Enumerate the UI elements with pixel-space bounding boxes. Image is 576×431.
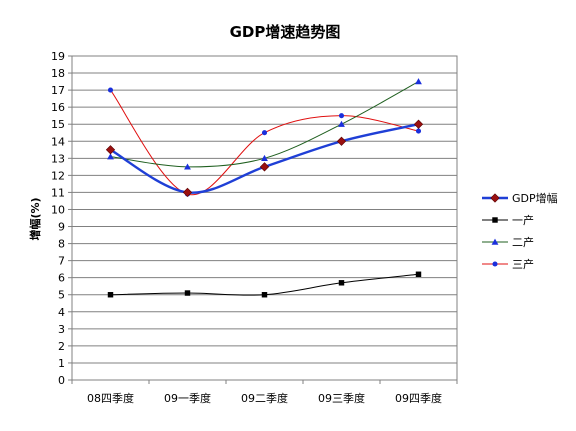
data-point (261, 154, 268, 162)
data-point (107, 153, 114, 160)
data-point (338, 280, 345, 286)
y-tick-label: 17 (51, 84, 65, 97)
legend-label: GDP增幅 (512, 191, 558, 205)
legend-marker (492, 261, 498, 267)
series-lines (109, 81, 419, 296)
y-tick-label: 18 (51, 67, 65, 80)
legend-label: 三产 (512, 257, 534, 271)
gridlines (72, 72, 457, 364)
data-point (107, 87, 114, 93)
legend-marker (491, 238, 499, 245)
y-tick-label: 12 (51, 169, 65, 182)
data-point (261, 292, 268, 298)
y-tick-label: 5 (58, 289, 65, 302)
data-point (259, 162, 270, 172)
y-axis-label: 增幅(%) (28, 197, 42, 240)
x-tick-label: 09一季度 (164, 391, 211, 405)
x-tick-label: 09四季度 (395, 391, 442, 405)
y-tick-label: 7 (58, 255, 65, 268)
data-point (413, 119, 424, 129)
chart-title: GDP增速趋势图 (230, 23, 341, 41)
y-tick-label: 13 (51, 152, 65, 165)
x-tick-label: 09三季度 (318, 391, 365, 405)
y-tick-label: 10 (51, 203, 65, 216)
legend-label: 一产 (512, 213, 534, 227)
y-tick-label: 9 (58, 221, 65, 234)
legend-marker (492, 217, 498, 223)
x-tick-label: 08四季度 (87, 391, 134, 405)
data-point (338, 120, 345, 127)
y-tick-label: 14 (51, 135, 65, 148)
data-point (184, 163, 191, 170)
plot-area (71, 55, 458, 381)
legend-marker (490, 193, 500, 203)
y-tick-label: 8 (58, 238, 65, 251)
y-tick-label: 19 (51, 50, 65, 63)
data-point (415, 271, 422, 277)
data-point (261, 130, 268, 136)
y-tick-label: 1 (58, 357, 65, 370)
y-tick-label: 11 (51, 186, 65, 199)
data-point (338, 113, 345, 119)
y-tick-label: 2 (58, 340, 65, 353)
legend-label: 二产 (512, 235, 534, 249)
x-tick-label: 09二季度 (241, 391, 288, 405)
data-point (336, 136, 347, 146)
y-tick-label: 15 (51, 118, 65, 131)
data-point (415, 128, 422, 134)
y-tick-label: 6 (58, 272, 65, 285)
y-tick-label: 3 (58, 323, 65, 336)
data-point (182, 187, 193, 198)
y-tick-label: 16 (51, 101, 65, 114)
data-point (184, 290, 191, 296)
series-line (110, 89, 419, 196)
data-point (415, 78, 422, 85)
series-markers (105, 78, 424, 298)
data-point (105, 145, 116, 155)
y-tick-label: 4 (58, 306, 65, 319)
y-tick-label: 0 (58, 374, 65, 387)
data-point (107, 292, 114, 298)
